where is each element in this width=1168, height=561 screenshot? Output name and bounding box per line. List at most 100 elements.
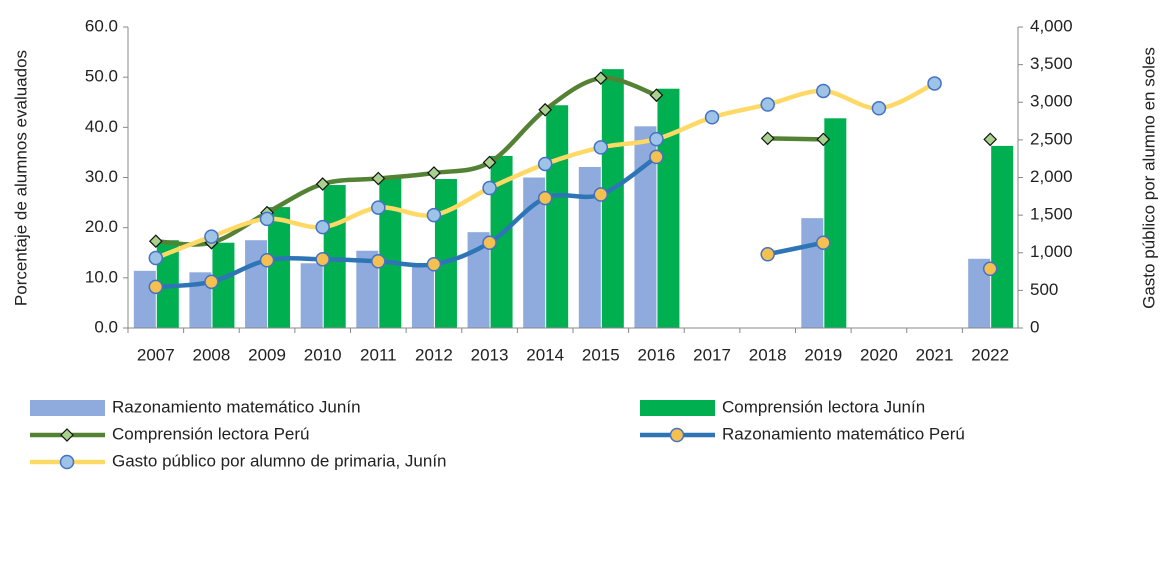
legend-label: Razonamiento matemático Perú [722, 424, 965, 443]
legend-item: Comprensión lectora Perú [30, 424, 309, 443]
bar [434, 179, 457, 328]
marker [426, 257, 442, 272]
y-axis-label: Porcentaje de alumnos evaluados [11, 50, 30, 306]
bar [379, 178, 402, 328]
x-tick-label: 2021 [916, 345, 954, 364]
x-tick-label: 2008 [193, 345, 231, 364]
legend-label: Razonamiento matemático Junín [112, 397, 361, 416]
marker [982, 261, 998, 277]
marker [649, 131, 664, 147]
x-tick-label: 2010 [304, 345, 342, 364]
bar [824, 118, 847, 328]
marker [148, 234, 163, 249]
y2-tick-label: 1,500 [1030, 205, 1073, 224]
marker [259, 253, 275, 268]
y2-tick-label: 2,500 [1030, 129, 1073, 148]
y2-tick-label: 2,000 [1030, 167, 1073, 186]
marker [482, 235, 497, 250]
bar [546, 105, 569, 328]
legend-item: Razonamiento matemático Perú [640, 424, 965, 443]
marker [760, 131, 775, 146]
bar [268, 207, 291, 328]
x-tick-label: 2013 [471, 345, 509, 364]
marker [204, 274, 219, 290]
marker [482, 155, 497, 170]
marker [649, 149, 664, 165]
x-tick-label: 2020 [860, 345, 898, 364]
bar [801, 218, 824, 328]
bar [411, 263, 434, 328]
marker [983, 132, 998, 147]
y-tick-label: 30.0 [85, 167, 118, 186]
bar [578, 166, 601, 328]
y2-tick-label: 0 [1030, 317, 1039, 336]
legend-label: Comprensión lectora Junín [722, 397, 925, 416]
marker [704, 110, 720, 125]
marker [537, 190, 553, 206]
bar [991, 145, 1014, 328]
marker [816, 235, 831, 250]
marker [315, 177, 330, 191]
x-tick-label: 2009 [248, 345, 286, 364]
x-tick-label: 2016 [638, 345, 676, 364]
legend-item: Comprensión lectora Junín [640, 397, 925, 416]
x-tick-label: 2014 [526, 345, 564, 364]
legend-swatch [640, 400, 715, 416]
bar [601, 69, 624, 328]
y-tick-label: 40.0 [85, 117, 118, 136]
marker [60, 428, 74, 442]
marker [871, 101, 887, 116]
x-tick-label: 2018 [749, 345, 787, 364]
y-tick-label: 20.0 [85, 217, 118, 236]
marker [371, 171, 386, 186]
marker [59, 454, 75, 470]
marker [538, 102, 553, 117]
marker [371, 254, 386, 269]
line [153, 154, 659, 290]
marker [593, 140, 609, 155]
bar [212, 242, 235, 328]
x-tick-label: 2012 [415, 345, 453, 364]
legend-item: Razonamiento matemático Junín [30, 397, 361, 416]
marker [315, 252, 330, 267]
bar [968, 258, 991, 328]
bar [657, 88, 680, 328]
legend-item: Gasto público por alumno de primaria, Ju… [30, 451, 447, 470]
marker [760, 97, 775, 112]
line [153, 75, 659, 247]
line [765, 136, 826, 142]
marker [927, 76, 942, 91]
x-tick-label: 2015 [582, 345, 620, 364]
marker [669, 427, 685, 443]
y2-tick-label: 4,000 [1030, 16, 1073, 35]
marker [148, 250, 164, 266]
y-tick-label: 0.0 [94, 317, 118, 336]
marker [371, 200, 386, 215]
marker [148, 279, 164, 295]
bar [356, 250, 379, 328]
marker [537, 156, 553, 172]
bar [245, 240, 268, 328]
marker [816, 83, 831, 99]
marker [204, 229, 219, 244]
y2-tick-label: 3,000 [1030, 92, 1073, 111]
y-tick-label: 50.0 [85, 67, 118, 86]
y2-axis-label: Gasto público por alumno en soles [1139, 47, 1158, 309]
legend-swatch [30, 400, 105, 416]
marker [426, 207, 442, 223]
marker [259, 211, 275, 227]
marker [760, 247, 775, 262]
x-tick-label: 2007 [137, 345, 175, 364]
bar [300, 263, 323, 328]
bar [467, 232, 490, 328]
bar [523, 177, 546, 328]
marker [816, 132, 831, 147]
x-tick-label: 2017 [693, 345, 731, 364]
marker [649, 88, 664, 103]
marker [593, 71, 608, 86]
y2-tick-label: 500 [1030, 280, 1058, 299]
y-tick-label: 10.0 [85, 267, 118, 286]
marker [315, 219, 330, 235]
x-tick-label: 2019 [804, 345, 842, 364]
